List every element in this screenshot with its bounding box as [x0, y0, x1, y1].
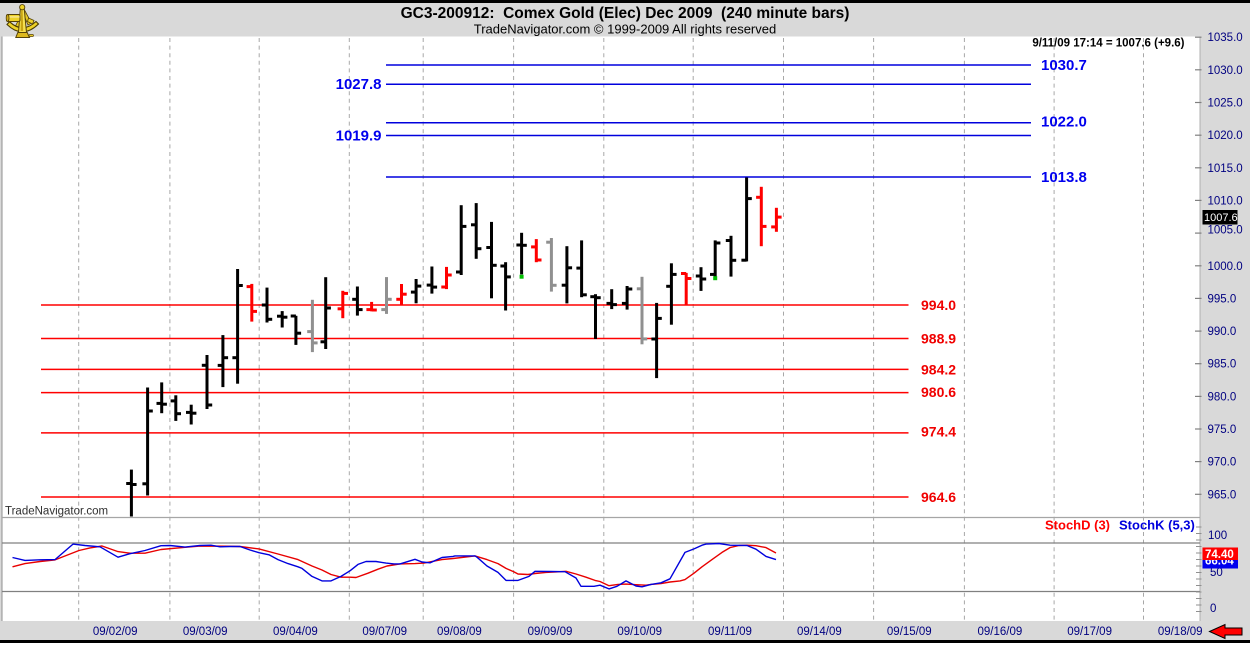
- svg-text:1013.8: 1013.8: [1041, 169, 1087, 186]
- svg-text:09/18/09: 09/18/09: [1158, 626, 1203, 638]
- svg-text:09/16/09: 09/16/09: [978, 626, 1023, 638]
- svg-text:984.2: 984.2: [921, 361, 956, 377]
- svg-text:09/17/09: 09/17/09: [1067, 626, 1112, 638]
- svg-text:1020.0: 1020.0: [1208, 130, 1243, 142]
- svg-text:StochK (5,3): StochK (5,3): [1119, 518, 1195, 533]
- svg-text:980.6: 980.6: [921, 384, 956, 400]
- svg-text:1000.0: 1000.0: [1208, 261, 1243, 273]
- svg-text:1035.0: 1035.0: [1208, 32, 1243, 44]
- svg-text:1030.0: 1030.0: [1208, 65, 1243, 77]
- svg-text:09/14/09: 09/14/09: [797, 626, 842, 638]
- svg-text:975.0: 975.0: [1208, 424, 1237, 436]
- svg-text:970.0: 970.0: [1208, 457, 1237, 469]
- svg-text:09/11/09: 09/11/09: [708, 626, 752, 638]
- svg-text:09/04/09: 09/04/09: [273, 626, 318, 638]
- svg-text:1027.8: 1027.8: [336, 76, 382, 93]
- svg-text:995.0: 995.0: [1208, 293, 1237, 305]
- svg-text:974.4: 974.4: [921, 424, 956, 440]
- svg-text:TradeNavigator.com: TradeNavigator.com: [5, 506, 108, 518]
- svg-text:09/10/09: 09/10/09: [617, 626, 662, 638]
- svg-text:1005.0: 1005.0: [1208, 225, 1243, 237]
- svg-text:74.40: 74.40: [1205, 549, 1234, 561]
- svg-text:985.0: 985.0: [1208, 359, 1237, 371]
- svg-text:TradeNavigator.com © 1999-2009: TradeNavigator.com © 1999-2009 All right…: [474, 22, 776, 37]
- svg-text:100: 100: [1208, 530, 1227, 542]
- svg-text:1022.0: 1022.0: [1041, 114, 1087, 131]
- svg-text:0: 0: [1210, 603, 1216, 615]
- svg-text:StochD (3): StochD (3): [1045, 518, 1110, 533]
- svg-text:980.0: 980.0: [1208, 391, 1237, 403]
- svg-text:09/09/09: 09/09/09: [528, 626, 573, 638]
- svg-text:990.0: 990.0: [1208, 326, 1237, 338]
- svg-text:1025.0: 1025.0: [1208, 98, 1243, 110]
- svg-text:50: 50: [1210, 567, 1223, 579]
- svg-text:09/07/09: 09/07/09: [362, 626, 407, 638]
- svg-text:09/15/09: 09/15/09: [887, 626, 932, 638]
- svg-text:1015.0: 1015.0: [1208, 163, 1243, 175]
- svg-text:1019.9: 1019.9: [336, 128, 382, 145]
- svg-text:09/08/09: 09/08/09: [437, 626, 482, 638]
- svg-text:1007.6: 1007.6: [1204, 212, 1238, 224]
- svg-text:988.9: 988.9: [921, 330, 956, 346]
- svg-text:9/11/09 17:14 = 1007.6 (+9.6): 9/11/09 17:14 = 1007.6 (+9.6): [1032, 38, 1184, 50]
- svg-text:964.6: 964.6: [921, 489, 956, 505]
- svg-text:965.0: 965.0: [1208, 489, 1237, 501]
- svg-text:1030.7: 1030.7: [1041, 57, 1087, 74]
- svg-text:09/02/09: 09/02/09: [93, 626, 138, 638]
- svg-text:994.0: 994.0: [921, 297, 956, 313]
- svg-text:09/03/09: 09/03/09: [183, 626, 228, 638]
- svg-text:GC3-200912: Comex Gold (Elec): GC3-200912: Comex Gold (Elec) Dec 2009 (…: [401, 5, 850, 22]
- svg-text:1010.0: 1010.0: [1208, 195, 1243, 207]
